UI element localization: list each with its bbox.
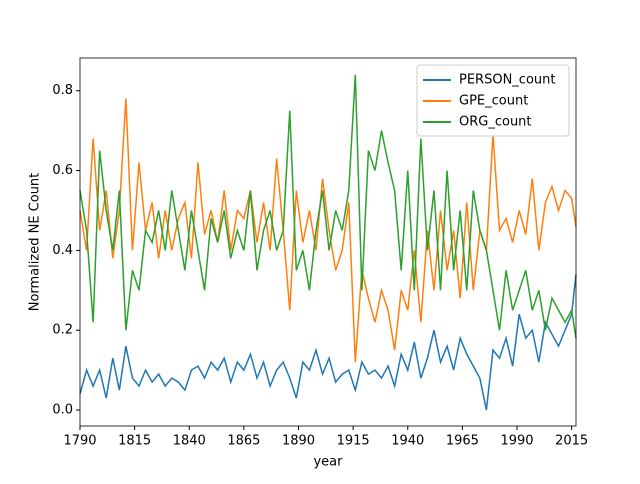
y-tick-label: 0.6 xyxy=(52,163,73,178)
y-tick-label: 0.4 xyxy=(52,243,73,258)
x-tick-label: 1790 xyxy=(63,434,96,449)
x-tick-label: 1990 xyxy=(500,434,533,449)
y-axis-label: Normalized NE Count xyxy=(28,173,43,312)
x-tick-label: 1890 xyxy=(282,434,315,449)
x-axis-label: year xyxy=(313,455,343,470)
y-tick-label: 0.8 xyxy=(52,83,73,98)
x-tick-label: 1965 xyxy=(446,434,479,449)
x-tick-label: 1915 xyxy=(337,434,370,449)
series-line xyxy=(79,274,577,411)
x-tick-label: 2015 xyxy=(555,434,588,449)
x-tick-label: 1815 xyxy=(118,434,151,449)
legend-label: GPE_count xyxy=(459,94,528,109)
y-tick-label: 0.2 xyxy=(52,323,73,338)
y-tick-label: 0.0 xyxy=(52,403,73,418)
legend-label: PERSON_count xyxy=(459,73,555,88)
x-tick-label: 1840 xyxy=(173,434,206,449)
series-line xyxy=(79,74,577,339)
x-tick-label: 1865 xyxy=(227,434,260,449)
x-tick-label: 1940 xyxy=(391,434,424,449)
legend-box xyxy=(416,64,570,137)
series-line xyxy=(79,98,577,363)
plot-frame xyxy=(79,57,577,427)
legend-label: ORG_count xyxy=(459,115,532,130)
